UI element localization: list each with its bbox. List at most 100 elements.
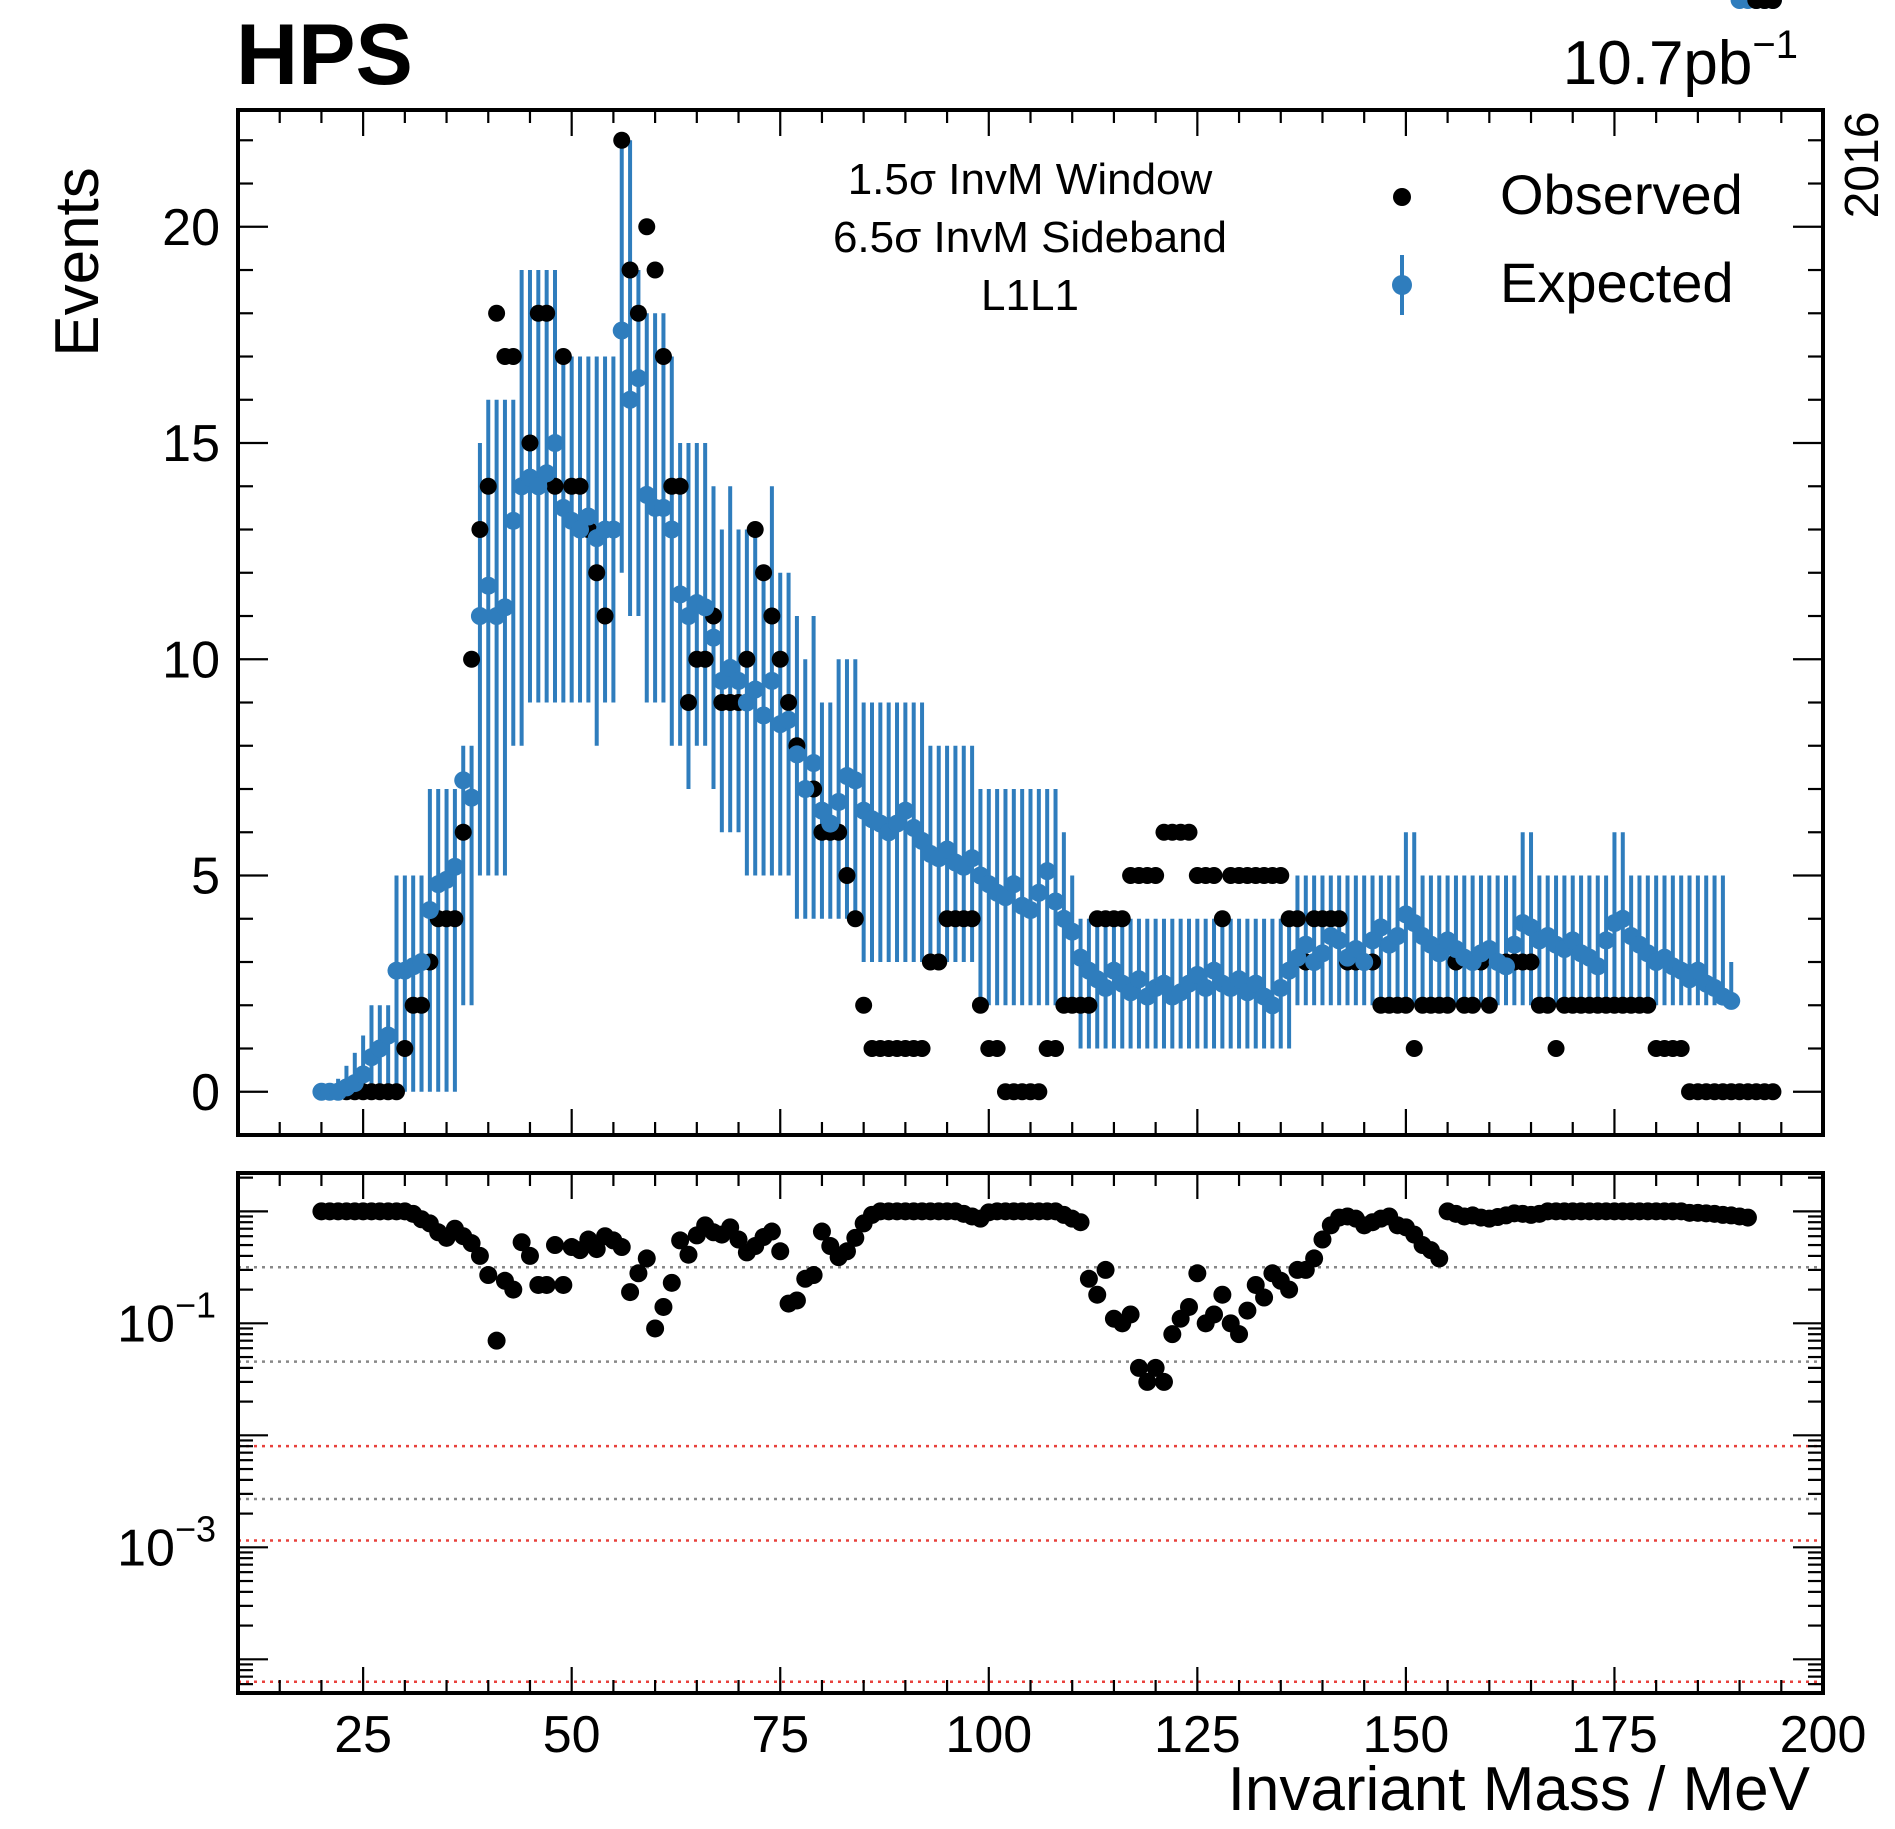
expected-point: [1063, 922, 1082, 941]
observed-point: [988, 1040, 1006, 1058]
expected-point: [479, 576, 498, 595]
pvalue-point: [1305, 1249, 1324, 1268]
observed-point: [1113, 910, 1131, 928]
pvalue-point: [679, 1245, 698, 1264]
expected-point: [462, 788, 481, 807]
expected-point: [1154, 974, 1173, 993]
expected-point: [1388, 927, 1407, 946]
expected-point: [529, 477, 548, 496]
observed-point: [596, 607, 614, 625]
y-tick-label: 15: [162, 415, 220, 473]
observed-points: [312, 131, 1782, 1101]
pvalue-point: [1238, 1301, 1257, 1320]
expected-point: [546, 434, 564, 453]
expected-point: [1188, 965, 1207, 984]
observed-point: [629, 304, 647, 322]
expected-point: [454, 771, 473, 790]
expected-point: [963, 849, 982, 868]
observed-point: [963, 910, 981, 928]
expected-point: [437, 870, 456, 889]
observed-point: [913, 1040, 931, 1058]
expected-point: [1330, 931, 1349, 950]
expected-point: [662, 520, 681, 539]
y-tick-label: 20: [162, 199, 220, 257]
expected-point: [888, 814, 907, 833]
observed-point: [413, 996, 431, 1014]
expected-point: [762, 671, 781, 690]
expected-point: [896, 801, 915, 820]
expected-point: [938, 840, 957, 859]
expected-point: [1363, 931, 1382, 950]
expected-point: [704, 628, 723, 647]
expected-point: [729, 671, 748, 690]
expected-point: [637, 485, 656, 504]
pvalue-point: [654, 1297, 673, 1316]
reference-lines: [238, 1265, 1823, 1684]
pvalue-point: [1138, 1372, 1157, 1391]
observed-point: [1330, 910, 1348, 928]
pvalue-point: [1255, 1288, 1274, 1307]
expected-point: [1046, 892, 1065, 911]
pvalue-point: [487, 1331, 506, 1350]
expected-points: [312, 0, 1782, 1101]
pvalue-point: [1230, 1325, 1249, 1344]
y-axis-label: Events: [43, 167, 112, 357]
expected-point: [1246, 974, 1265, 993]
observed-point: [479, 477, 497, 495]
expected-point: [1588, 957, 1607, 976]
expected-point: [846, 771, 865, 790]
expected-point: [1355, 953, 1374, 972]
observed-point: [621, 261, 639, 279]
observed-point: [1180, 823, 1198, 841]
expected-point: [629, 369, 648, 388]
observed-point: [446, 910, 464, 928]
observed-point: [463, 650, 481, 668]
observed-point: [396, 1040, 414, 1058]
observed-point: [1672, 1040, 1690, 1058]
x-tick-label: 100: [945, 1706, 1032, 1764]
expected-point: [621, 390, 640, 409]
expected-point: [1096, 978, 1115, 997]
year-label: 2016: [1836, 112, 1889, 219]
observed-point: [1397, 996, 1415, 1014]
pvalue-point: [479, 1266, 498, 1285]
observed-point: [554, 348, 572, 366]
pvalue-point: [1154, 1372, 1173, 1391]
pvalue-point: [1088, 1285, 1107, 1304]
observed-point: [738, 650, 756, 668]
pvalue-point: [1163, 1325, 1182, 1344]
expected-point: [412, 953, 431, 972]
expected-point: [554, 498, 573, 517]
expected-point: [445, 857, 464, 876]
significance-panel-frame: [236, 1171, 1825, 1695]
pvalue-point: [612, 1238, 631, 1257]
expected-point: [1346, 940, 1365, 959]
observed-point: [1147, 867, 1165, 885]
pvalue-point: [1180, 1297, 1198, 1316]
observed-point: [521, 434, 539, 452]
observed-point: [588, 564, 606, 582]
observed-point: [1405, 1040, 1423, 1058]
y-tick-label: 10: [162, 631, 220, 689]
expected-point: [812, 801, 831, 820]
pvalue-point: [1738, 1208, 1757, 1227]
expected-point: [571, 520, 590, 539]
expected-point: [579, 507, 598, 526]
observed-point: [846, 910, 864, 928]
expected-point: [1613, 909, 1632, 928]
expected-point: [796, 780, 815, 799]
observed-point: [613, 131, 631, 149]
observed-point: [1480, 996, 1498, 1014]
annotation-line-2: 6.5σ InvM Sideband: [833, 213, 1227, 262]
observed-point: [654, 348, 672, 366]
pvalue-point: [837, 1242, 856, 1261]
expected-point: [1263, 996, 1282, 1015]
pvalue-point: [1313, 1230, 1332, 1249]
expected-point: [1688, 961, 1707, 980]
expected-point: [470, 607, 489, 626]
expected-point: [1129, 970, 1148, 989]
expected-point: [354, 1065, 373, 1084]
x-axis-label: Invariant Mass / MeV: [1228, 1755, 1811, 1824]
expected-point: [1288, 948, 1307, 967]
observed-point: [571, 477, 589, 495]
